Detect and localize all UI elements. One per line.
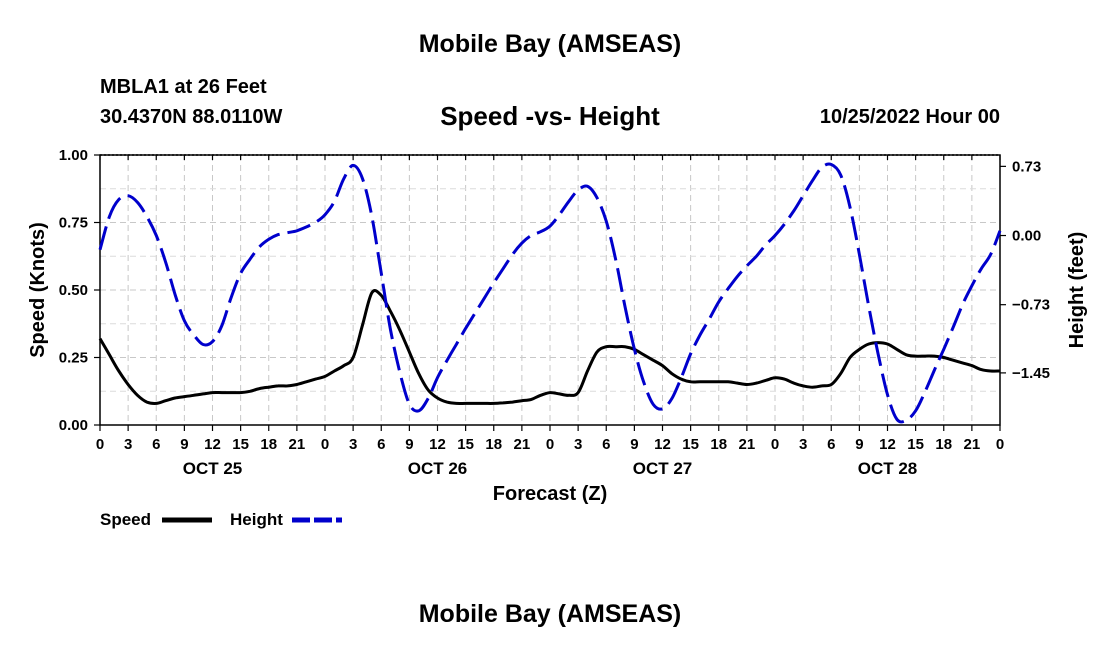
x-tick-label: 18 [260,436,277,453]
x-tick-label: 3 [349,436,357,453]
y-right-tick-label: 0.00 [1012,228,1041,245]
x-tick-label: 6 [827,436,835,453]
y-right-tick-label: −1.45 [1012,365,1050,382]
x-tick-label: 3 [124,436,132,453]
series-line-speed [98,289,1001,405]
x-tick-label: 6 [377,436,385,453]
x-tick-label: 12 [204,436,221,453]
day-label: OCT 25 [183,459,243,478]
x-tick-label: 18 [485,436,502,453]
x-tick-label: 15 [907,436,924,453]
station-name: MBLA1 at 26 Feet [100,76,267,98]
run-time: 10/25/2022 Hour 00 [819,106,1000,128]
x-tick-label: 0 [546,436,554,453]
x-tick-label: 9 [180,436,188,453]
y-left-axis-title: Speed (Knots) [27,222,49,358]
y-right-axis-title: Height (feet) [1066,232,1088,349]
x-tick-label: 15 [457,436,474,453]
y-left-tick-label: 0.25 [59,350,88,367]
chart-title: Speed -vs- Height [440,101,660,131]
x-tick-label: 6 [152,436,160,453]
y-right-tick-label: −0.73 [1012,297,1050,314]
x-tick-label: 12 [879,436,896,453]
x-tick-label: 21 [289,436,306,453]
x-tick-label: 3 [799,436,807,453]
y-right-tick-label: 0.73 [1012,158,1041,175]
x-tick-label: 21 [739,436,756,453]
x-tick-label: 0 [321,436,329,453]
x-tick-label: 21 [514,436,531,453]
y-left-tick-label: 0.50 [59,282,88,299]
x-tick-label: 0 [771,436,779,453]
day-label: OCT 28 [858,459,918,478]
footer-title: Mobile Bay (AMSEAS) [418,600,682,628]
x-tick-label: 6 [602,436,610,453]
x-tick-label: 0 [96,436,104,453]
x-axis-title: Forecast (Z) [493,483,607,505]
x-tick-label: 12 [429,436,446,453]
legend-height-label: Height [230,510,283,529]
x-tick-label: 15 [682,436,699,453]
x-tick-label: 9 [855,436,863,453]
y-left-tick-label: 0.75 [59,215,88,232]
series-line-height [98,162,1002,424]
x-tick-label: 12 [654,436,671,453]
x-tick-label: 21 [964,436,981,453]
y-left-tick-label: 1.00 [59,147,88,164]
x-tick-label: 15 [232,436,249,453]
x-tick-label: 0 [996,436,1004,453]
day-label: OCT 26 [408,459,468,478]
x-tick-label: 3 [574,436,582,453]
x-tick-label: 9 [405,436,413,453]
x-tick-label: 18 [935,436,952,453]
main-title: Mobile Bay (AMSEAS) [418,30,682,58]
x-tick-label: 9 [630,436,638,453]
day-label: OCT 27 [633,459,693,478]
station-coords: 30.4370N 88.0110W [100,106,283,128]
y-left-tick-label: 0.00 [59,417,88,434]
legend-speed-label: Speed [100,510,152,529]
x-tick-label: 18 [710,436,727,453]
